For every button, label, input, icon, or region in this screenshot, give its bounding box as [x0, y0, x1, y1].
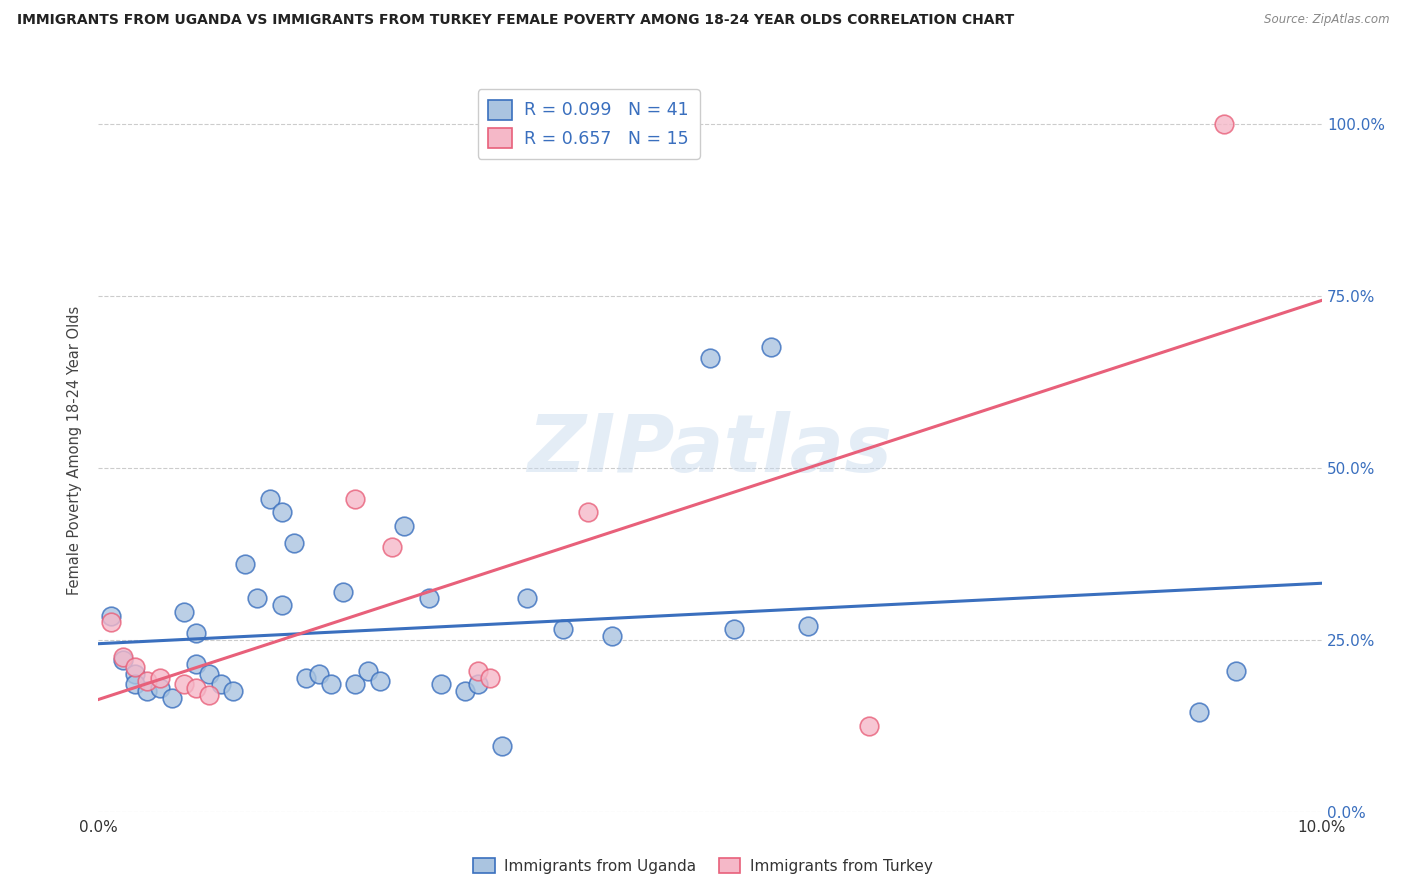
Point	[233, 557, 256, 571]
Point	[516, 591, 538, 606]
Point	[478, 671, 501, 685]
Point	[270, 505, 292, 519]
Point	[723, 623, 745, 637]
Point	[100, 608, 122, 623]
Point	[344, 677, 367, 691]
Point	[467, 664, 489, 678]
Point	[186, 681, 208, 695]
Point	[1225, 664, 1247, 678]
Point	[576, 505, 599, 519]
Point	[124, 660, 146, 674]
Point	[699, 351, 721, 365]
Point	[283, 536, 305, 550]
Point	[356, 664, 378, 678]
Legend: R = 0.099   N = 41, R = 0.657   N = 15: R = 0.099 N = 41, R = 0.657 N = 15	[478, 89, 700, 159]
Point	[858, 719, 880, 733]
Point	[308, 667, 330, 681]
Point	[454, 684, 477, 698]
Point	[136, 684, 159, 698]
Point	[368, 673, 391, 688]
Point	[270, 599, 292, 613]
Point	[392, 519, 416, 533]
Point	[1188, 705, 1211, 719]
Point	[136, 673, 159, 688]
Point	[600, 629, 623, 643]
Point	[111, 649, 134, 664]
Point	[797, 619, 820, 633]
Point	[430, 677, 453, 691]
Point	[160, 691, 183, 706]
Point	[222, 684, 245, 698]
Point	[149, 671, 172, 685]
Point	[173, 677, 195, 691]
Point	[186, 657, 208, 671]
Y-axis label: Female Poverty Among 18-24 Year Olds: Female Poverty Among 18-24 Year Olds	[67, 306, 83, 595]
Point	[418, 591, 440, 606]
Point	[259, 491, 281, 506]
Text: IMMIGRANTS FROM UGANDA VS IMMIGRANTS FROM TURKEY FEMALE POVERTY AMONG 18-24 YEAR: IMMIGRANTS FROM UGANDA VS IMMIGRANTS FRO…	[17, 13, 1014, 28]
Point	[111, 653, 134, 667]
Point	[100, 615, 122, 630]
Point	[319, 677, 342, 691]
Point	[124, 677, 146, 691]
Point	[124, 667, 146, 681]
Point	[186, 625, 208, 640]
Point	[149, 681, 172, 695]
Point	[553, 623, 575, 637]
Point	[491, 739, 513, 754]
Point	[381, 540, 404, 554]
Text: Source: ZipAtlas.com: Source: ZipAtlas.com	[1264, 13, 1389, 27]
Point	[209, 677, 232, 691]
Text: ZIPatlas: ZIPatlas	[527, 411, 893, 490]
Point	[332, 584, 354, 599]
Point	[1212, 117, 1234, 131]
Legend: Immigrants from Uganda, Immigrants from Turkey: Immigrants from Uganda, Immigrants from …	[467, 852, 939, 880]
Point	[759, 340, 782, 354]
Point	[197, 688, 219, 702]
Point	[173, 605, 195, 619]
Point	[197, 667, 219, 681]
Point	[246, 591, 269, 606]
Point	[344, 491, 367, 506]
Point	[295, 671, 318, 685]
Point	[467, 677, 489, 691]
